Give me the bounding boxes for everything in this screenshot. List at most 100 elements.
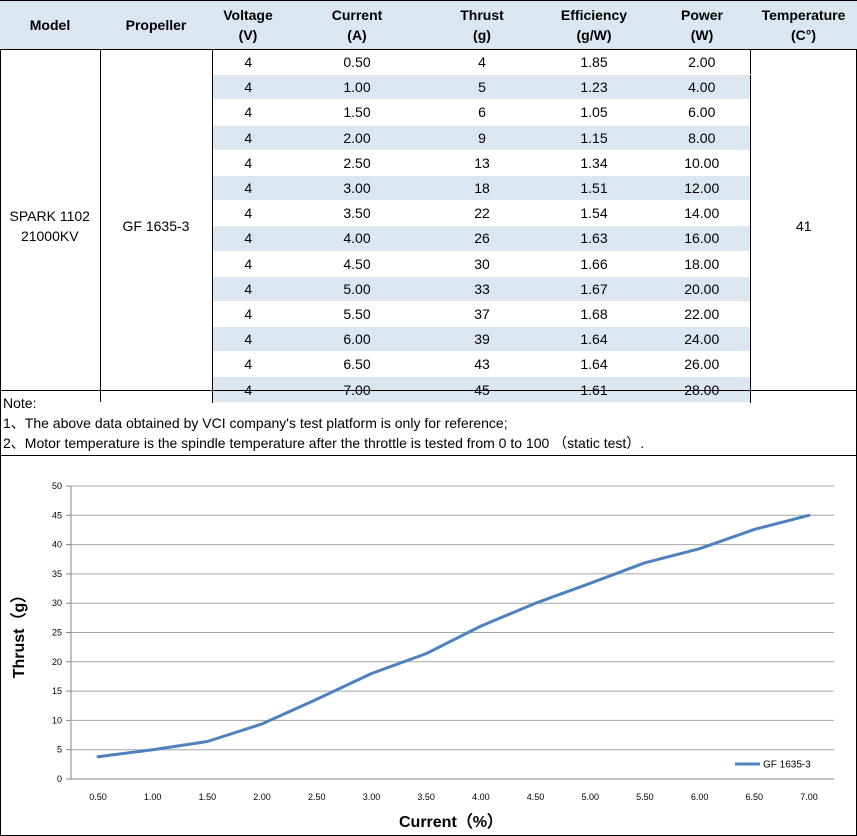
notes-title: Note:: [3, 395, 37, 411]
header-model: Model: [0, 0, 100, 50]
cell-efficiency: 1.15: [534, 125, 654, 151]
temperature-cell: 41: [749, 49, 857, 403]
chart-axes: 0 5 10 15 20 25 30 35 40 45 50 0.50 1.00 1.50 2.00 2.50…: [52, 481, 834, 802]
cell-voltage: 4: [212, 351, 284, 378]
cell-current: 1.00: [284, 74, 430, 101]
cell-efficiency: 1.61: [534, 376, 654, 403]
cell-thrust: 22: [430, 200, 534, 227]
cell-thrust: 33: [430, 276, 534, 302]
cell-voltage: 4: [212, 276, 284, 302]
x-tick-label: 1.00: [144, 792, 162, 802]
cell-power: 16.00: [654, 225, 750, 252]
spec-table: Model Propeller Voltage (V) Current (A) Th…: [0, 0, 857, 403]
table-row: 4 5.00 33 1.67 20.00: [0, 276, 857, 302]
table-body: SPARK 1102 21000KV GF 1635-3 4 0.50 4 1.85 2.00…: [0, 49, 857, 403]
cell-current: 4.50: [284, 251, 430, 277]
cell-voltage: 4: [212, 150, 284, 176]
table-row: 4 3.50 22 1.54 14.00: [0, 200, 857, 227]
cell-efficiency: 1.66: [534, 251, 654, 277]
cell-current: 4.00: [284, 225, 430, 252]
cell-voltage: 4: [212, 74, 284, 101]
cell-power: 6.00: [654, 99, 750, 126]
cell-thrust: 43: [430, 351, 534, 378]
table-row: SPARK 1102 21000KV GF 1635-3 4 0.50 4 1.85 2.00…: [0, 49, 857, 403]
y-tick-label: 15: [52, 686, 62, 696]
table-header-row: Model Propeller Voltage (V) Current (A) Th…: [0, 0, 857, 50]
cell-efficiency: 1.51: [534, 175, 654, 202]
cell-power: 26.00: [654, 351, 750, 378]
table-row: 4 1.50 6 1.05 6.00: [0, 99, 857, 126]
thrust-chart: 0 5 10 15 20 25 30 35 40 45 50 0.50 1.00 1.50 2.00 2.50…: [10, 481, 834, 831]
cell-voltage: 4: [212, 251, 284, 277]
model-kv: 21000KV: [20, 228, 79, 245]
cell-voltage: 4: [212, 326, 284, 353]
cell-voltage: 4: [212, 49, 284, 76]
table-row: 4 6.50 43 1.64 26.00: [0, 351, 857, 378]
table-row: 4 4.00 26 1.63 16.00: [0, 225, 857, 252]
y-tick-label: 40: [52, 540, 62, 550]
notes-line-1: 1、The above data obtained by VCI company…: [3, 415, 508, 431]
x-tick-label: 4.50: [527, 792, 545, 802]
x-tick-label: 7.00: [800, 792, 818, 802]
series-line: [96, 513, 811, 759]
cell-current: 3.50: [284, 200, 430, 227]
y-tick-label: 45: [52, 510, 62, 520]
cell-current: 7.00: [284, 376, 430, 403]
cell-voltage: 4: [212, 175, 284, 202]
cell-voltage: 4: [212, 200, 284, 227]
header-propeller: Propeller: [100, 0, 212, 50]
chart-series: [96, 513, 811, 759]
table-row: 4 3.00 18 1.51 12.00: [0, 175, 857, 202]
y-tick-label: 20: [52, 657, 62, 667]
y-tick-label: 0: [57, 774, 62, 784]
model-name: SPARK 1102: [9, 208, 90, 225]
header-thrust: Thrust (g): [430, 0, 534, 50]
x-tick-label: 5.00: [581, 792, 599, 802]
y-tick-label: 35: [52, 569, 62, 579]
cell-efficiency: 1.54: [534, 200, 654, 227]
cell-power: 18.00: [654, 251, 750, 277]
legend-label: GF 1635-3: [763, 760, 811, 771]
cell-power: 20.00: [654, 276, 750, 302]
y-tick-label: 50: [52, 481, 62, 491]
cell-voltage: 4: [212, 125, 284, 151]
x-tick-label: 6.50: [746, 792, 764, 802]
cell-thrust: 5: [430, 74, 534, 101]
chart-legend: GF 1635-3: [735, 760, 811, 771]
model-cell: SPARK 1102 21000KV: [0, 49, 101, 403]
cell-efficiency: 1.23: [534, 74, 654, 101]
x-axis-title: Current（%）: [399, 813, 503, 831]
cell-power: 22.00: [654, 301, 750, 328]
cell-voltage: 4: [212, 99, 284, 126]
table-row: 4 6.00 39 1.64 24.00: [0, 326, 857, 353]
y-tick-label: 5: [57, 745, 62, 755]
cell-voltage: 4: [212, 225, 284, 252]
cell-power: 4.00: [654, 74, 750, 101]
cell-power: 14.00: [654, 200, 750, 227]
header-temperature: Temperature (C°): [750, 0, 857, 50]
cell-current: 5.50: [284, 301, 430, 328]
propeller-cell: GF 1635-3: [99, 49, 213, 403]
chart-grid: [71, 485, 834, 751]
x-tick-label: 1.50: [199, 792, 217, 802]
table-row: 4 1.00 5 1.23 4.00: [0, 74, 857, 101]
cell-thrust: 30: [430, 251, 534, 277]
notes-section: Note: 1、The above data obtained by VCI c…: [0, 390, 857, 456]
x-tick-label: 5.50: [636, 792, 654, 802]
cell-current: 2.00: [284, 125, 430, 151]
header-power: Power (W): [654, 0, 750, 50]
cell-efficiency: 1.64: [534, 351, 654, 378]
x-tick-label: 3.50: [417, 792, 435, 802]
cell-thrust: 37: [430, 301, 534, 328]
cell-power: 12.00: [654, 175, 750, 202]
y-axis-title: Thrust（g）: [10, 587, 28, 679]
x-tick-label: 2.50: [308, 792, 326, 802]
cell-current: 5.00: [284, 276, 430, 302]
cell-current: 3.00: [284, 175, 430, 202]
cell-thrust: 18: [430, 175, 534, 202]
cell-power: 2.00: [654, 49, 750, 76]
table-row: 4 4.50 30 1.66 18.00: [0, 251, 857, 277]
x-tick-label: 6.00: [691, 792, 709, 802]
table-row: 4 7.00 45 1.61 28.00: [0, 376, 857, 403]
cell-power: 24.00: [654, 326, 750, 353]
